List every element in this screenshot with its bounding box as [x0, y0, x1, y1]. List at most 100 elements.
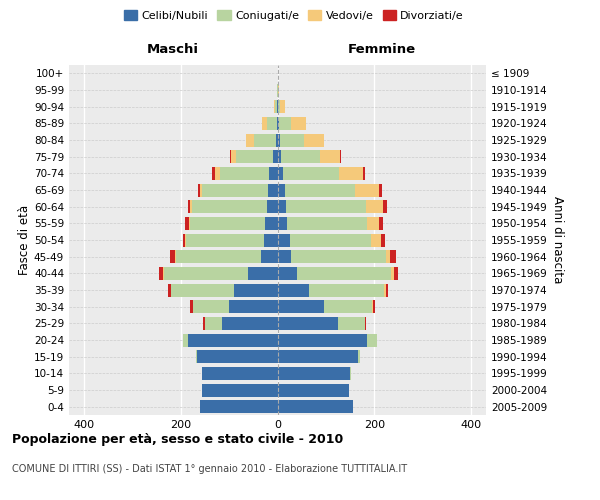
- Bar: [260, 250, 277, 263]
- Bar: [381, 234, 385, 246]
- Bar: [275, 134, 277, 146]
- Bar: [190, 217, 265, 230]
- Bar: [232, 150, 236, 163]
- Bar: [386, 250, 391, 263]
- Bar: [197, 350, 277, 363]
- Bar: [189, 217, 190, 230]
- Bar: [230, 150, 232, 163]
- Bar: [202, 184, 268, 196]
- Bar: [159, 267, 163, 280]
- Bar: [176, 250, 260, 263]
- Bar: [379, 217, 383, 230]
- Bar: [367, 334, 377, 346]
- Bar: [277, 117, 279, 130]
- Bar: [193, 300, 229, 313]
- Bar: [171, 284, 234, 296]
- Bar: [202, 367, 277, 380]
- Bar: [291, 117, 305, 130]
- Bar: [200, 184, 202, 196]
- Bar: [283, 167, 339, 180]
- Bar: [373, 300, 376, 313]
- Bar: [274, 100, 275, 113]
- Bar: [188, 334, 277, 346]
- Bar: [264, 234, 277, 246]
- Bar: [272, 150, 277, 163]
- Bar: [164, 267, 248, 280]
- Bar: [291, 250, 386, 263]
- Bar: [297, 267, 391, 280]
- Bar: [254, 134, 275, 146]
- Bar: [277, 167, 283, 180]
- Bar: [372, 300, 373, 313]
- Bar: [188, 200, 190, 213]
- Bar: [229, 300, 277, 313]
- Bar: [277, 234, 290, 246]
- Bar: [277, 267, 297, 280]
- Bar: [339, 167, 364, 180]
- Bar: [277, 150, 281, 163]
- Bar: [202, 384, 277, 396]
- Bar: [281, 150, 320, 163]
- Bar: [190, 300, 193, 313]
- Bar: [215, 167, 220, 180]
- Text: Femmine: Femmine: [347, 43, 416, 56]
- Bar: [278, 100, 280, 113]
- Bar: [279, 117, 291, 130]
- Bar: [278, 84, 279, 96]
- Bar: [358, 350, 360, 363]
- Y-axis label: Fasce di età: Fasce di età: [18, 205, 31, 275]
- Bar: [277, 317, 338, 330]
- Bar: [280, 134, 304, 146]
- Bar: [277, 184, 285, 196]
- Text: Popolazione per età, sesso e stato civile - 2010: Popolazione per età, sesso e stato civil…: [12, 432, 343, 446]
- Bar: [277, 200, 286, 213]
- Bar: [386, 284, 388, 296]
- Bar: [175, 250, 176, 263]
- Bar: [183, 234, 185, 246]
- Bar: [277, 384, 349, 396]
- Bar: [280, 100, 285, 113]
- Bar: [200, 400, 277, 413]
- Bar: [267, 117, 277, 130]
- Bar: [183, 334, 188, 346]
- Legend: Celibi/Nubili, Coniugati/e, Vedovi/e, Divorziati/e: Celibi/Nubili, Coniugati/e, Vedovi/e, Di…: [119, 6, 469, 25]
- Text: COMUNE DI ITTIRI (SS) - Dati ISTAT 1° gennaio 2010 - Elaborazione TUTTITALIA.IT: COMUNE DI ITTIRI (SS) - Dati ISTAT 1° ge…: [12, 464, 407, 474]
- Bar: [304, 134, 323, 146]
- Bar: [265, 217, 277, 230]
- Bar: [383, 200, 387, 213]
- Bar: [323, 300, 372, 313]
- Bar: [364, 167, 365, 180]
- Bar: [275, 100, 277, 113]
- Bar: [236, 150, 272, 163]
- Bar: [248, 267, 277, 280]
- Bar: [379, 184, 382, 196]
- Bar: [269, 167, 277, 180]
- Bar: [277, 334, 367, 346]
- Bar: [367, 217, 379, 230]
- Bar: [220, 167, 269, 180]
- Bar: [262, 117, 267, 130]
- Bar: [205, 317, 222, 330]
- Bar: [277, 134, 280, 146]
- Bar: [277, 350, 358, 363]
- Bar: [268, 184, 277, 196]
- Bar: [340, 150, 341, 163]
- Bar: [191, 200, 267, 213]
- Bar: [267, 200, 277, 213]
- Bar: [391, 267, 394, 280]
- Y-axis label: Anni di nascita: Anni di nascita: [551, 196, 564, 284]
- Bar: [199, 184, 200, 196]
- Bar: [285, 184, 355, 196]
- Bar: [371, 234, 381, 246]
- Bar: [309, 284, 384, 296]
- Bar: [394, 267, 398, 280]
- Bar: [277, 400, 353, 413]
- Bar: [277, 217, 287, 230]
- Bar: [234, 284, 277, 296]
- Bar: [196, 350, 197, 363]
- Bar: [170, 250, 175, 263]
- Bar: [185, 217, 189, 230]
- Bar: [185, 234, 187, 246]
- Bar: [320, 150, 340, 163]
- Bar: [222, 317, 277, 330]
